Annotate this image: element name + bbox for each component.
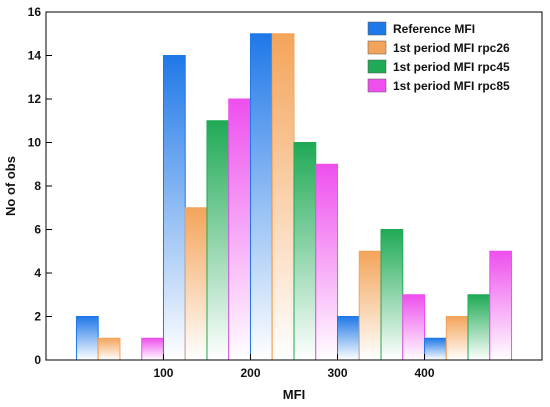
bar-1st-period-mfi-rpc26-bin-4 — [445, 316, 469, 361]
bar-1st-period-mfi-rpc45-bin-4 — [467, 294, 491, 361]
bar-1st-period-mfi-rpc26-bin-0 — [97, 337, 121, 361]
y-tick-label: 0 — [34, 353, 41, 367]
x-tick-label: 300 — [327, 366, 347, 380]
x-axis: 100 200 300 400 — [153, 354, 435, 380]
legend-swatch — [367, 59, 387, 74]
bar-reference-mfi-bin-0 — [75, 316, 99, 361]
legend-swatch — [367, 21, 387, 36]
bar-reference-mfi-bin-4 — [424, 337, 447, 361]
bar-1st-period-mfi-rpc85-bin-1 — [228, 98, 251, 361]
bar-reference-mfi-bin-2 — [249, 33, 273, 361]
y-axis: 0 2 4 6 8 10 12 14 16 — [28, 5, 52, 367]
bar-1st-period-mfi-rpc26-bin-1 — [184, 207, 208, 361]
bar-1st-period-mfi-rpc26-bin-2 — [271, 33, 295, 361]
legend-label: 1st period MFI rpc85 — [393, 79, 510, 93]
x-tick-label: 100 — [153, 366, 173, 380]
y-tick-label: 16 — [28, 5, 42, 19]
legend-label: 1st period MFI rpc26 — [393, 41, 510, 55]
bar-reference-mfi-bin-1 — [162, 55, 186, 361]
y-tick-label: 2 — [34, 310, 41, 324]
bar-1st-period-mfi-rpc26-bin-3 — [358, 250, 382, 361]
y-tick-label: 4 — [34, 266, 41, 280]
bar-1st-period-mfi-rpc85-bin-3 — [402, 294, 426, 361]
y-axis-title: No of obs — [3, 156, 18, 216]
legend: Reference MFI 1st period MFI rpc26 1st per… — [367, 21, 510, 93]
legend-label: 1st period MFI rpc45 — [393, 60, 510, 74]
legend-swatch — [367, 78, 387, 93]
bar-1st-period-mfi-rpc85-bin-2 — [315, 163, 339, 361]
bar-1st-period-mfi-rpc45-bin-3 — [380, 229, 404, 361]
bar-1st-period-mfi-rpc85-bin-4 — [489, 250, 513, 361]
y-tick-label: 6 — [34, 223, 41, 237]
bar-1st-period-mfi-rpc45-bin-1 — [206, 120, 230, 361]
y-tick-label: 8 — [34, 179, 41, 193]
y-tick-label: 14 — [28, 49, 42, 63]
x-tick-label: 200 — [240, 366, 260, 380]
legend-swatch — [367, 40, 387, 55]
bar-1st-period-mfi-rpc85-bin-0 — [141, 337, 164, 361]
x-tick-label: 400 — [415, 366, 435, 380]
bar-1st-period-mfi-rpc45-bin-2 — [293, 142, 317, 361]
bars-layer — [75, 33, 513, 361]
legend-label: Reference MFI — [393, 22, 475, 36]
y-tick-label: 10 — [28, 136, 42, 150]
y-tick-label: 12 — [28, 92, 42, 106]
bar-reference-mfi-bin-3 — [337, 316, 360, 361]
x-axis-title: MFI — [283, 387, 305, 402]
